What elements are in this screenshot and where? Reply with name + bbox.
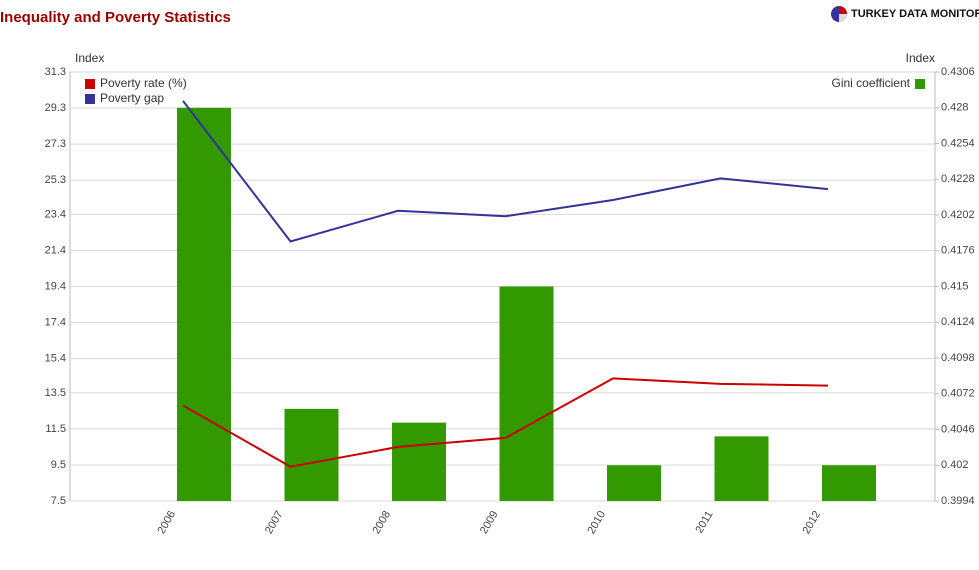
x-tick-label: 2008 (370, 509, 393, 536)
bar (392, 422, 446, 501)
y-tick-label: 15.4 (45, 353, 66, 365)
legend-swatch (915, 79, 925, 89)
y-tick-label: 25.3 (45, 174, 66, 186)
y2-tick-label: 0.3994 (941, 495, 975, 507)
line (182, 377, 829, 468)
brand: TURKEY DATA MONITOR (851, 8, 979, 20)
legend-label: Gini coefficient (832, 76, 911, 90)
y-tick-label: 21.4 (45, 244, 66, 256)
chart-title: Inequality and Poverty Statistics (0, 9, 231, 26)
legend-label: Poverty gap (100, 91, 164, 105)
y2-tick-label: 0.415 (941, 280, 969, 292)
y2-tick-label: 0.4072 (941, 388, 975, 400)
y2-tick-label: 0.4254 (941, 137, 975, 149)
bar (499, 286, 554, 501)
y2-tick-label: 0.402 (941, 459, 969, 471)
x-tick-label: 2010 (585, 509, 608, 536)
line (182, 100, 829, 243)
legend-label: Poverty rate (%) (100, 76, 187, 90)
y-tick-label: 11.5 (45, 423, 66, 435)
brand-logo (831, 6, 847, 22)
y-tick-label: 31.3 (45, 66, 66, 78)
bar (607, 465, 661, 501)
y-tick-label: 7.5 (51, 495, 66, 507)
y2-axis-label: Index (906, 51, 935, 65)
legend-swatch (85, 94, 95, 104)
x-tick-label: 2006 (155, 509, 178, 536)
bar (284, 408, 339, 501)
y2-tick-label: 0.4046 (941, 423, 975, 435)
bar (177, 107, 231, 501)
y-tick-label: 9.5 (51, 459, 66, 471)
y-tick-label: 27.3 (45, 138, 66, 150)
y-axis-label: Index (75, 51, 104, 65)
y-tick-label: 29.3 (45, 102, 66, 114)
y2-tick-label: 0.428 (941, 102, 969, 114)
y2-tick-label: 0.4202 (941, 209, 975, 221)
y2-tick-label: 0.4098 (941, 352, 975, 364)
y2-tick-label: 0.4306 (941, 66, 975, 78)
y-tick-label: 17.4 (45, 316, 66, 328)
bar (822, 465, 876, 501)
y2-tick-label: 0.4228 (941, 173, 975, 185)
bar (714, 436, 769, 501)
x-tick-label: 2007 (263, 509, 286, 536)
y2-tick-label: 0.4124 (941, 316, 975, 328)
legend-swatch (85, 79, 95, 89)
y2-tick-label: 0.4176 (941, 245, 975, 257)
y-tick-label: 23.4 (45, 208, 66, 220)
y-tick-label: 13.5 (45, 387, 66, 399)
x-tick-label: 2012 (800, 509, 823, 536)
y-tick-label: 19.4 (45, 280, 66, 292)
x-tick-label: 2011 (693, 509, 715, 535)
x-tick-label: 2009 (478, 509, 501, 536)
